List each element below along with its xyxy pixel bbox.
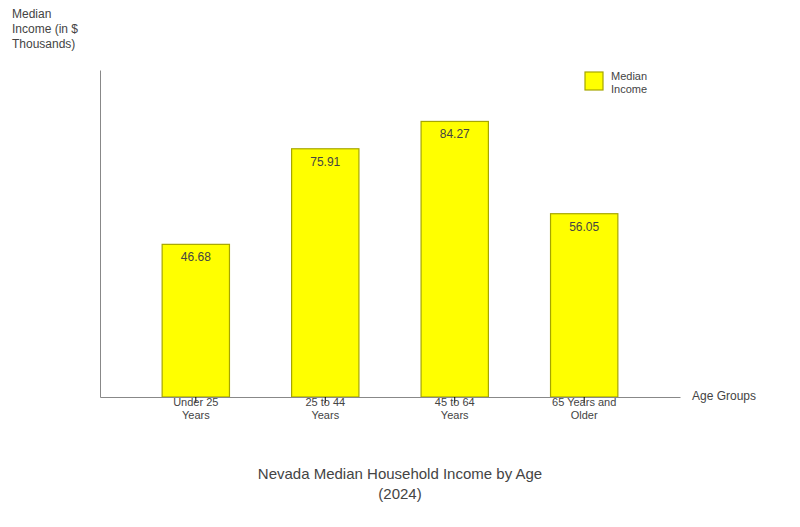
x-axis-title: Age Groups — [692, 389, 756, 403]
data-labels: 46.68 75.91 84.27 56.05 — [181, 127, 600, 264]
x-tick-label: 25 to 44Years — [305, 396, 345, 421]
text-line: 45 to 64 — [435, 396, 475, 408]
text-line: Years — [441, 409, 469, 421]
text-line: Thousands) — [12, 37, 75, 51]
text-line: Median — [12, 7, 51, 21]
text-line: Median — [611, 70, 647, 82]
title: Nevada Median Household Income by Age (20… — [258, 465, 542, 502]
chart: Under 25Years25 to 44Years45 to 64Years6… — [0, 0, 800, 527]
data-label: 84.27 — [440, 127, 470, 141]
y-axis — [100, 71, 101, 398]
x-tick-label: 65 Years andOlder — [552, 396, 616, 421]
x-tick-label: Under 25Years — [173, 396, 218, 421]
bar — [162, 244, 229, 397]
x-axis: Under 25Years25 to 44Years45 to 64Years6… — [101, 396, 681, 421]
text-line: Income (in $ — [12, 22, 78, 36]
legend-swatch — [585, 72, 603, 90]
bars — [162, 121, 618, 397]
text-line: Under 25 — [173, 396, 218, 408]
text-line: Years — [182, 409, 210, 421]
bar — [292, 149, 359, 397]
y-axis-line — [100, 71, 101, 398]
legend-label: MedianIncome — [611, 70, 647, 95]
plot: Under 25Years25 to 44Years45 to 64Years6… — [101, 70, 681, 421]
text-line: 25 to 44 — [305, 396, 345, 408]
data-label: 56.05 — [569, 220, 599, 234]
x-tick: 65 Years andOlder — [552, 396, 616, 421]
bar — [551, 214, 618, 397]
text-line: (2024) — [378, 485, 421, 502]
text-line: 65 Years and — [552, 396, 616, 408]
data-label: 46.68 — [181, 250, 211, 264]
x-tick: 45 to 64Years — [435, 396, 475, 421]
x-tick-label: 45 to 64Years — [435, 396, 475, 421]
legend: MedianIncome — [585, 70, 647, 95]
text-line: Older — [571, 409, 598, 421]
text-line: Income — [611, 83, 647, 95]
text-line: Nevada Median Household Income by Age — [258, 465, 542, 482]
y-axis-title: MedianIncome (in $Thousands) — [12, 7, 78, 51]
bar — [421, 121, 488, 397]
x-tick: 25 to 44Years — [305, 396, 345, 421]
legend-item: MedianIncome — [585, 70, 647, 95]
x-tick: Under 25Years — [173, 396, 218, 421]
text-line: Years — [311, 409, 339, 421]
data-label: 75.91 — [310, 155, 340, 169]
